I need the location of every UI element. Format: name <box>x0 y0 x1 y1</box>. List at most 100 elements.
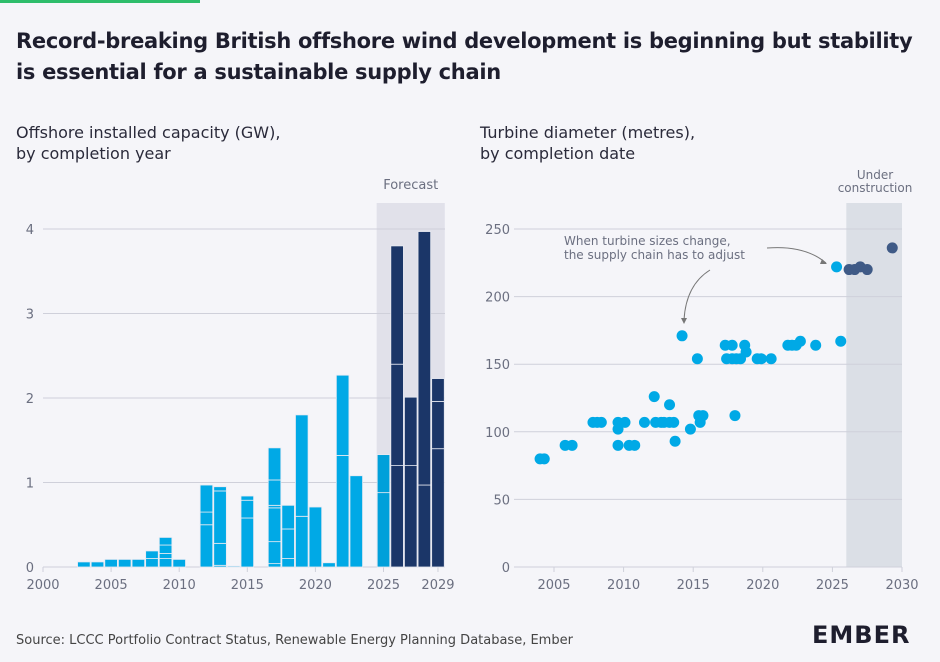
scatter-point <box>566 439 578 451</box>
bar-segment-2026 <box>390 465 404 568</box>
bar-segment-2018 <box>281 504 295 530</box>
bar-segment-2021 <box>322 562 336 568</box>
bar-segment-2022 <box>335 374 350 456</box>
y-tick-label: 200 <box>485 291 510 306</box>
accent-bar <box>0 0 200 3</box>
bar-segment-2029 <box>431 400 445 450</box>
bar-segment-2015 <box>240 517 255 568</box>
bar-segment-2013 <box>213 486 227 492</box>
bar-segment-2027 <box>404 396 418 466</box>
scatter-point <box>794 335 806 347</box>
left-chart-subtitle: Offshore installed capacity (GW), by com… <box>16 122 280 164</box>
right-chart-subtitle: Turbine diameter (metres), by completion… <box>480 122 695 164</box>
bar-segment-2028 <box>417 484 432 568</box>
scatter-point-construction <box>886 242 898 254</box>
bar-segment-2010 <box>172 558 186 568</box>
y-tick-label: 150 <box>485 358 510 373</box>
callout-arrow-right <box>766 247 827 264</box>
bar-segment-2017 <box>267 447 282 481</box>
bar-segment-2020 <box>308 506 323 568</box>
scatter-point <box>755 353 767 365</box>
x-tick-label: 2029 <box>421 578 454 593</box>
scatter-point <box>831 261 843 273</box>
callout-line2: the supply chain has to adjust <box>564 248 745 262</box>
x-tick-label: 2020 <box>746 578 779 593</box>
scatter-point <box>684 423 696 435</box>
scatter-point <box>638 416 650 428</box>
scatter-point <box>648 391 660 403</box>
y-tick-label: 4 <box>26 223 34 238</box>
bar-segment-2029 <box>431 378 445 402</box>
bar-segment-2013 <box>213 542 227 566</box>
y-tick-label: 250 <box>485 223 510 238</box>
bar-segment-2028 <box>417 231 432 486</box>
bar-segment-2004 <box>90 561 105 568</box>
ember-logo: EMBER <box>812 621 911 649</box>
bar-segment-2009 <box>158 537 173 546</box>
scatter-point <box>612 439 624 451</box>
construction-shade <box>846 203 902 567</box>
scatter-point <box>835 335 847 347</box>
bar-segment-2017 <box>267 479 282 506</box>
y-tick-label: 0 <box>26 561 34 576</box>
bar-segment-2013 <box>213 490 227 544</box>
under-label-line2: construction <box>838 181 913 195</box>
scatter-point <box>676 330 688 342</box>
x-tick-label: 2025 <box>816 578 849 593</box>
right-subtitle-line2: by completion date <box>480 144 636 163</box>
x-tick-label: 2010 <box>163 578 196 593</box>
scatter-point <box>691 353 703 365</box>
y-tick-label: 50 <box>493 493 510 508</box>
x-tick-label: 2025 <box>367 578 400 593</box>
bar-segment-2019 <box>295 515 309 568</box>
scatter-point <box>612 423 624 435</box>
left-subtitle-line1: Offshore installed capacity (GW), <box>16 123 281 142</box>
x-tick-label: 2005 <box>95 578 128 593</box>
bar-segment-2009 <box>158 553 173 559</box>
bar-segment-2018 <box>281 558 295 568</box>
scatter-point <box>740 346 752 358</box>
bar-segment-2022 <box>335 455 350 568</box>
page-title: Record-breaking British offshore wind de… <box>16 29 913 84</box>
bar-segment-2008 <box>145 550 159 559</box>
x-tick-label: 2010 <box>607 578 640 593</box>
bar-segment-2008 <box>145 558 159 568</box>
bar-segment-2005 <box>104 558 118 568</box>
bar-segment-2017 <box>267 563 282 568</box>
scatter-point <box>697 410 709 422</box>
scatter-point <box>538 453 550 465</box>
scatter-point <box>619 416 631 428</box>
bar-segment-2006 <box>118 558 132 568</box>
right-subtitle-line1: Turbine diameter (metres), <box>480 123 696 142</box>
bar-segment-2003 <box>77 561 91 568</box>
x-tick-label: 2005 <box>537 578 570 593</box>
y-tick-label: 100 <box>485 426 510 441</box>
bar-segment-2012 <box>199 524 214 568</box>
scatter-point <box>668 416 680 428</box>
arrowhead-icon <box>681 318 687 324</box>
bar-segment-2014 <box>226 565 241 568</box>
bar-segment-2026 <box>390 363 404 467</box>
callout-line1: When turbine sizes change, <box>564 234 731 248</box>
x-tick-label: 2020 <box>299 578 332 593</box>
y-tick-label: 2 <box>26 392 34 407</box>
bar-segment-2009 <box>158 544 173 554</box>
arrowhead-icon <box>820 259 827 264</box>
x-tick-label: 2000 <box>26 578 59 593</box>
bar-segment-2015 <box>240 499 255 519</box>
scatter-point <box>729 410 741 422</box>
forecast-label: Forecast <box>383 178 438 193</box>
callout-arrow-down <box>683 269 711 321</box>
x-tick-label: 2015 <box>231 578 264 593</box>
scatter-point <box>726 339 738 351</box>
x-tick-label: 2030 <box>885 578 918 593</box>
scatter-point-construction <box>861 264 873 276</box>
y-tick-label: 1 <box>26 477 34 492</box>
bar-segment-2027 <box>404 465 418 568</box>
bar-segment-2012 <box>199 484 214 513</box>
bar-segment-2017 <box>267 507 282 543</box>
under-label-line1: Under <box>857 168 893 182</box>
scatter-point <box>669 435 681 447</box>
bar-segment-2009 <box>158 558 173 568</box>
